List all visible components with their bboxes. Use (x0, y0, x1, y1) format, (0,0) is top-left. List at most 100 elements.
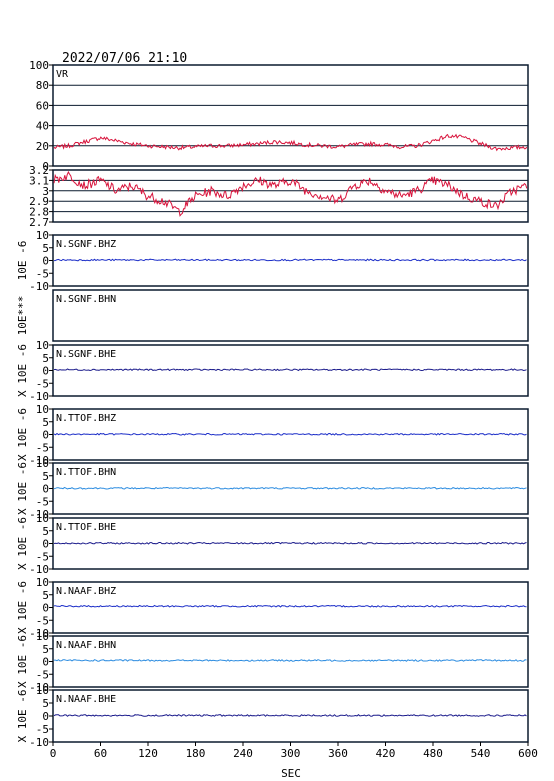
y-tick-label: 0 (42, 160, 49, 173)
y-tick-label: -5 (36, 267, 49, 280)
panel-frame (52, 64, 529, 167)
y-tick-label: -10 (29, 508, 49, 521)
y-tick-label: -5 (36, 377, 49, 390)
y-tick-label: -10 (29, 736, 49, 749)
y-axis-label: X 10E -6 (16, 408, 29, 461)
panel-label: N.TTOF.BHN (56, 467, 116, 478)
panel-label: N.NAAF.BHZ (56, 586, 116, 597)
panel-label: N.TTOF.BHE (56, 522, 116, 533)
y-tick-label: 40 (36, 120, 49, 133)
y-tick-label: 5 (42, 242, 49, 255)
y-tick-label: 3 (42, 185, 49, 198)
x-tick-label: 60 (94, 747, 107, 760)
panel-label: N.SGNF.BHE (56, 349, 116, 360)
y-tick-label: 20 (36, 140, 49, 153)
y-axis-label: X 10E -6 (16, 635, 29, 688)
y-tick-label: 10 (36, 630, 49, 643)
y-tick-label: -5 (36, 550, 49, 563)
panel-label: VR (56, 69, 69, 80)
y-tick-label: -10 (29, 390, 49, 403)
x-tick-label: 600 (518, 747, 538, 760)
y-tick-label: 10 (36, 339, 49, 352)
series-line (53, 368, 527, 372)
series-line (53, 170, 528, 217)
y-tick-label: 100 (29, 59, 49, 72)
x-tick-label: 300 (281, 747, 301, 760)
panel-frame (52, 289, 529, 342)
y-axis-label: 10E -6 (16, 241, 29, 281)
panel-frame (52, 581, 529, 634)
y-tick-label: 10 (36, 457, 49, 470)
figure-title: 2022/07/06 21:10 (62, 51, 187, 66)
panel-2: 2.72.82.933.13.2 (29, 164, 529, 229)
y-tick-label: -10 (29, 563, 49, 576)
x-axis: 0 60 120 180 240 300 360 420 480 540 600 (50, 742, 538, 760)
y-axis-label: X 10E -6 (16, 517, 29, 570)
y-tick-label: 0 (42, 255, 49, 268)
y-tick-label: 2.7 (29, 216, 49, 229)
series-line (53, 604, 527, 608)
y-tick-label: 2.8 (29, 206, 49, 219)
y-tick-label: 5 (42, 352, 49, 365)
series-line (53, 541, 527, 545)
y-tick-label: 5 (42, 643, 49, 656)
y-tick-label: 10 (36, 684, 49, 697)
panel-frame (52, 169, 529, 223)
y-tick-label: 3.2 (29, 164, 49, 177)
y-tick-label: 5 (42, 697, 49, 710)
y-tick-label: 60 (36, 99, 49, 112)
y-tick-label: -5 (36, 614, 49, 627)
y-tick-label: 10 (36, 512, 49, 525)
panels: 020406080100VR2.72.82.933.13.2-10-50510N… (16, 59, 529, 749)
y-tick-label: 0 (42, 365, 49, 378)
y-tick-label: 10 (36, 403, 49, 416)
y-tick-label: -10 (29, 280, 49, 293)
y-tick-label: -5 (36, 723, 49, 736)
panel-1: 0 20 40 60 80 100 VR (29, 59, 529, 173)
x-axis-label: SEC (281, 767, 301, 780)
y-tick-label: -10 (29, 627, 49, 640)
panel-label: N.NAAF.BHN (56, 640, 116, 651)
panel-4: N.SGNF.BHN 10E*** (16, 289, 529, 342)
series-line (53, 133, 528, 152)
panel-9: -10-505 10 N.NAAF.BHZ X 10E -6 (16, 576, 529, 640)
x-tick-label: 120 (138, 747, 158, 760)
y-tick-label: 0 (42, 656, 49, 669)
x-tick-label: 360 (328, 747, 348, 760)
y-tick-label: -5 (36, 495, 49, 508)
y-axis-label: X 10E -6 (16, 581, 29, 634)
y-tick-label: 10 (36, 229, 49, 242)
y-axis-label: X 10E -6 (16, 690, 29, 743)
y-tick-label: 0 (42, 710, 49, 723)
x-tick-label: 240 (233, 747, 253, 760)
y-tick-label: 5 (42, 470, 49, 483)
series-line (54, 659, 527, 662)
panel-label: N.SGNF.BHZ (56, 239, 116, 250)
y-tick-label: -5 (36, 441, 49, 454)
y-tick-label: -5 (36, 668, 49, 681)
y-tick-label: 0 (42, 602, 49, 615)
y-tick-label: 0 (42, 429, 49, 442)
x-tick-label: 420 (376, 747, 396, 760)
y-tick-label: 3.1 (29, 174, 49, 187)
y-axis-label: X 10E -6 (16, 344, 29, 397)
y-tick-label: 0 (42, 538, 49, 551)
y-tick-label: 5 (42, 525, 49, 538)
panel-label: N.NAAF.BHE (56, 694, 116, 705)
y-tick-label: -10 (29, 681, 49, 694)
x-tick-label: 540 (471, 747, 491, 760)
y-tick-label: 5 (42, 589, 49, 602)
y-axis-label: 10E*** (16, 296, 29, 336)
y-tick-label: 0 (42, 483, 49, 496)
y-tick-label: 80 (36, 79, 49, 92)
series-line (53, 258, 527, 262)
y-tick-label: 2.9 (29, 195, 49, 208)
panel-label: N.TTOF.BHZ (56, 413, 116, 424)
series-line (53, 714, 527, 717)
